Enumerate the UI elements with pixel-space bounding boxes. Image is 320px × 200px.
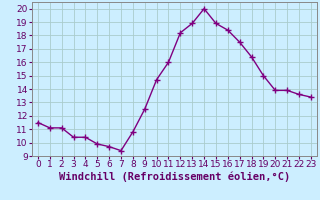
X-axis label: Windchill (Refroidissement éolien,°C): Windchill (Refroidissement éolien,°C) [59, 172, 290, 182]
